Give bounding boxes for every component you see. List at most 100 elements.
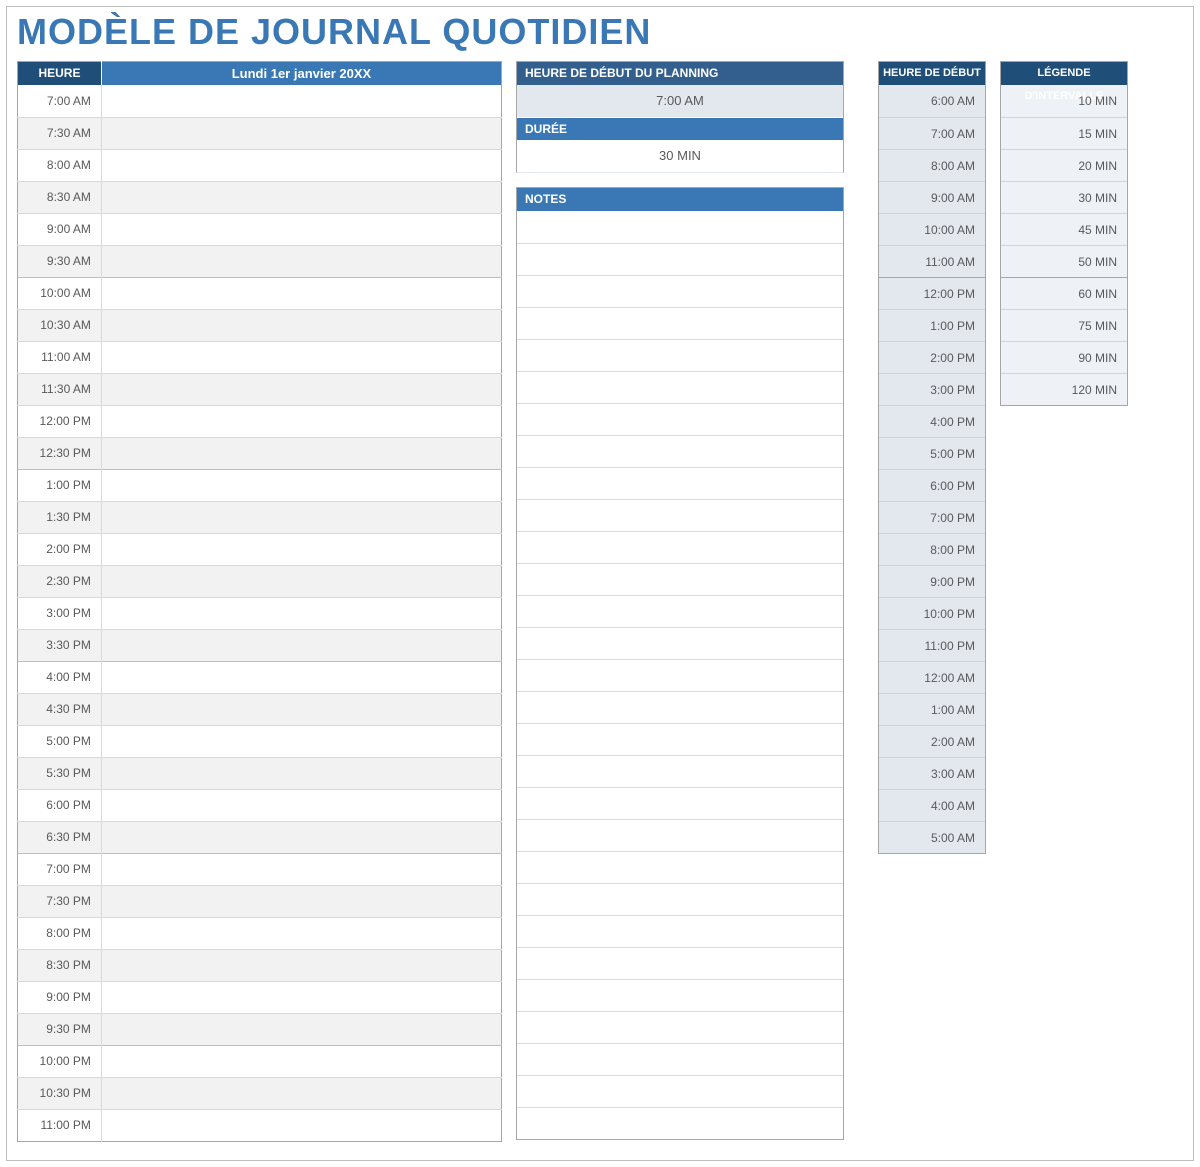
notes-row[interactable] (517, 275, 843, 307)
schedule-slot-cell[interactable] (101, 405, 501, 437)
schedule-slot-cell[interactable] (101, 1045, 501, 1077)
start-time-option[interactable]: 9:00 AM (879, 181, 985, 213)
notes-row[interactable] (517, 851, 843, 883)
notes-row[interactable] (517, 595, 843, 627)
start-time-option[interactable]: 8:00 PM (879, 533, 985, 565)
notes-row[interactable] (517, 915, 843, 947)
start-time-option[interactable]: 12:00 AM (879, 661, 985, 693)
start-time-option[interactable]: 9:00 PM (879, 565, 985, 597)
schedule-slot-cell[interactable] (101, 181, 501, 213)
schedule-slot-cell[interactable] (101, 757, 501, 789)
notes-row[interactable] (517, 979, 843, 1011)
start-time-option[interactable]: 6:00 AM (879, 85, 985, 117)
notes-row[interactable] (517, 627, 843, 659)
middle-column: HEURE DE DÉBUT DU PLANNING 7:00 AM DURÉE… (516, 61, 844, 1140)
schedule-slot-cell[interactable] (101, 789, 501, 821)
start-time-option[interactable]: 1:00 PM (879, 309, 985, 341)
notes-row[interactable] (517, 883, 843, 915)
schedule-slot-cell[interactable] (101, 693, 501, 725)
start-time-option[interactable]: 2:00 PM (879, 341, 985, 373)
notes-row[interactable] (517, 755, 843, 787)
notes-row[interactable] (517, 659, 843, 691)
schedule-slot-cell[interactable] (101, 533, 501, 565)
schedule-slot-cell[interactable] (101, 885, 501, 917)
start-time-option[interactable]: 1:00 AM (879, 693, 985, 725)
legend-option[interactable]: 90 MIN (1001, 341, 1127, 373)
start-time-option[interactable]: 12:00 PM (879, 277, 985, 309)
start-time-option[interactable]: 4:00 PM (879, 405, 985, 437)
notes-row[interactable] (517, 819, 843, 851)
start-time-option[interactable]: 6:00 PM (879, 469, 985, 501)
schedule-slot-cell[interactable] (101, 917, 501, 949)
schedule-slot-cell[interactable] (101, 853, 501, 885)
notes-row[interactable] (517, 787, 843, 819)
config-duration-value[interactable]: 30 MIN (517, 140, 843, 172)
notes-row[interactable] (517, 435, 843, 467)
notes-row[interactable] (517, 243, 843, 275)
config-start-value[interactable]: 7:00 AM (517, 85, 843, 117)
legend-option[interactable]: 120 MIN (1001, 373, 1127, 405)
schedule-time-cell: 12:30 PM (18, 437, 102, 469)
start-time-option[interactable]: 2:00 AM (879, 725, 985, 757)
start-time-option[interactable]: 11:00 AM (879, 245, 985, 277)
schedule-time-cell: 1:00 PM (18, 469, 102, 501)
schedule-slot-cell[interactable] (101, 1013, 501, 1045)
notes-row[interactable] (517, 307, 843, 339)
schedule-slot-cell[interactable] (101, 373, 501, 405)
start-time-option[interactable]: 7:00 AM (879, 117, 985, 149)
start-time-option[interactable]: 5:00 PM (879, 437, 985, 469)
start-time-option[interactable]: 8:00 AM (879, 149, 985, 181)
legend-option[interactable]: 60 MIN (1001, 277, 1127, 309)
legend-option[interactable]: 15 MIN (1001, 117, 1127, 149)
start-time-option[interactable]: 5:00 AM (879, 821, 985, 853)
notes-row[interactable] (517, 563, 843, 595)
schedule-slot-cell[interactable] (101, 629, 501, 661)
notes-row[interactable] (517, 211, 843, 243)
notes-row[interactable] (517, 1107, 843, 1139)
schedule-slot-cell[interactable] (101, 821, 501, 853)
schedule-slot-cell[interactable] (101, 949, 501, 981)
schedule-slot-cell[interactable] (101, 565, 501, 597)
notes-row[interactable] (517, 1043, 843, 1075)
schedule-slot-cell[interactable] (101, 1109, 501, 1141)
schedule-slot-cell[interactable] (101, 149, 501, 181)
start-time-option[interactable]: 7:00 PM (879, 501, 985, 533)
schedule-slot-cell[interactable] (101, 469, 501, 501)
schedule-slot-cell[interactable] (101, 597, 501, 629)
legend-option[interactable]: 45 MIN (1001, 213, 1127, 245)
notes-row[interactable] (517, 403, 843, 435)
notes-row[interactable] (517, 1075, 843, 1107)
schedule-slot-cell[interactable] (101, 117, 501, 149)
notes-row[interactable] (517, 499, 843, 531)
schedule-slot-cell[interactable] (101, 309, 501, 341)
schedule-slot-cell[interactable] (101, 85, 501, 117)
start-time-option[interactable]: 4:00 AM (879, 789, 985, 821)
schedule-slot-cell[interactable] (101, 661, 501, 693)
notes-row[interactable] (517, 691, 843, 723)
start-time-option[interactable]: 10:00 PM (879, 597, 985, 629)
schedule-slot-cell[interactable] (101, 725, 501, 757)
schedule-slot-cell[interactable] (101, 981, 501, 1013)
schedule-slot-cell[interactable] (101, 277, 501, 309)
schedule-slot-cell[interactable] (101, 341, 501, 373)
notes-row[interactable] (517, 1011, 843, 1043)
legend-option[interactable]: 50 MIN (1001, 245, 1127, 277)
schedule-slot-cell[interactable] (101, 437, 501, 469)
schedule-slot-cell[interactable] (101, 245, 501, 277)
legend-option[interactable]: 20 MIN (1001, 149, 1127, 181)
notes-row[interactable] (517, 947, 843, 979)
start-time-option[interactable]: 11:00 PM (879, 629, 985, 661)
start-time-option[interactable]: 10:00 AM (879, 213, 985, 245)
notes-row[interactable] (517, 339, 843, 371)
schedule-slot-cell[interactable] (101, 501, 501, 533)
notes-row[interactable] (517, 531, 843, 563)
legend-option[interactable]: 30 MIN (1001, 181, 1127, 213)
schedule-slot-cell[interactable] (101, 213, 501, 245)
start-time-option[interactable]: 3:00 PM (879, 373, 985, 405)
notes-row[interactable] (517, 723, 843, 755)
legend-option[interactable]: 75 MIN (1001, 309, 1127, 341)
notes-row[interactable] (517, 371, 843, 403)
schedule-slot-cell[interactable] (101, 1077, 501, 1109)
notes-row[interactable] (517, 467, 843, 499)
start-time-option[interactable]: 3:00 AM (879, 757, 985, 789)
